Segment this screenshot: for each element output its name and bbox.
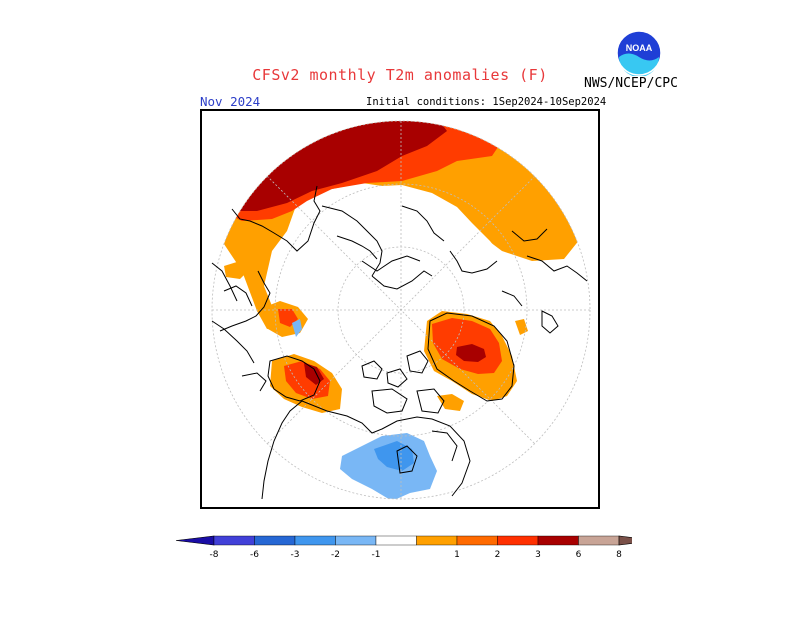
colorbar-segment [375,535,417,546]
logo-text: NOAA [626,43,653,53]
anomaly-canada-orange [437,394,464,411]
colorbar-tick-label: -6 [250,550,259,560]
initial-conditions: Initial conditions: 1Sep2024-10Sep2024 [366,96,607,108]
colorbar-segment [213,535,255,546]
anomaly-greenland-darkred [456,344,486,362]
chart-title: CFSv2 monthly T2m anomalies (F) [252,66,548,84]
colorbar-tick-label: -3 [291,550,300,560]
polar-map-svg [211,120,591,500]
anomaly-europe-orange [224,261,248,279]
polar-map [200,109,600,509]
colorbar-segment [416,535,458,546]
colorbar-segment [578,535,620,546]
colorbar-segment [497,535,539,546]
noaa-logo: NOAA [616,30,662,77]
colorbar-end-high [618,535,658,546]
colorbar-segment [456,535,498,546]
colorbar-segments [175,535,658,546]
graticule [211,120,591,500]
target-month: Nov 2024 [200,94,261,109]
colorbar-tick-label: 6 [576,550,582,560]
colorbar: -8 -6 -3 -2 -1 1 2 3 6 8 [172,532,658,562]
colorbar-tick-label: 1 [454,550,460,560]
colorbar-tick-label: 2 [495,550,501,560]
colorbar-tick-label: 8 [616,550,622,560]
anomaly-cold-medium [374,441,414,471]
colorbar-segment [294,535,336,546]
colorbar-segment [254,535,296,546]
colorbar-tick-label: -2 [331,550,340,560]
colorbar-segment [537,535,579,546]
anomaly-cold-small [292,319,302,337]
anomaly-iceland-orange [515,319,528,335]
colorbar-labels: -8 -6 -3 -2 -1 1 2 3 6 8 [210,550,623,560]
agency-label: NWS/NCEP/CPC [584,76,678,91]
colorbar-tick-label: -1 [372,550,381,560]
colorbar-segment [335,535,377,546]
colorbar-tick-label: -8 [210,550,219,560]
colorbar-svg: -8 -6 -3 -2 -1 1 2 3 6 8 [175,535,658,560]
coastlines [211,185,588,500]
colorbar-end-low [175,535,215,546]
colorbar-tick-label: 3 [535,550,541,560]
